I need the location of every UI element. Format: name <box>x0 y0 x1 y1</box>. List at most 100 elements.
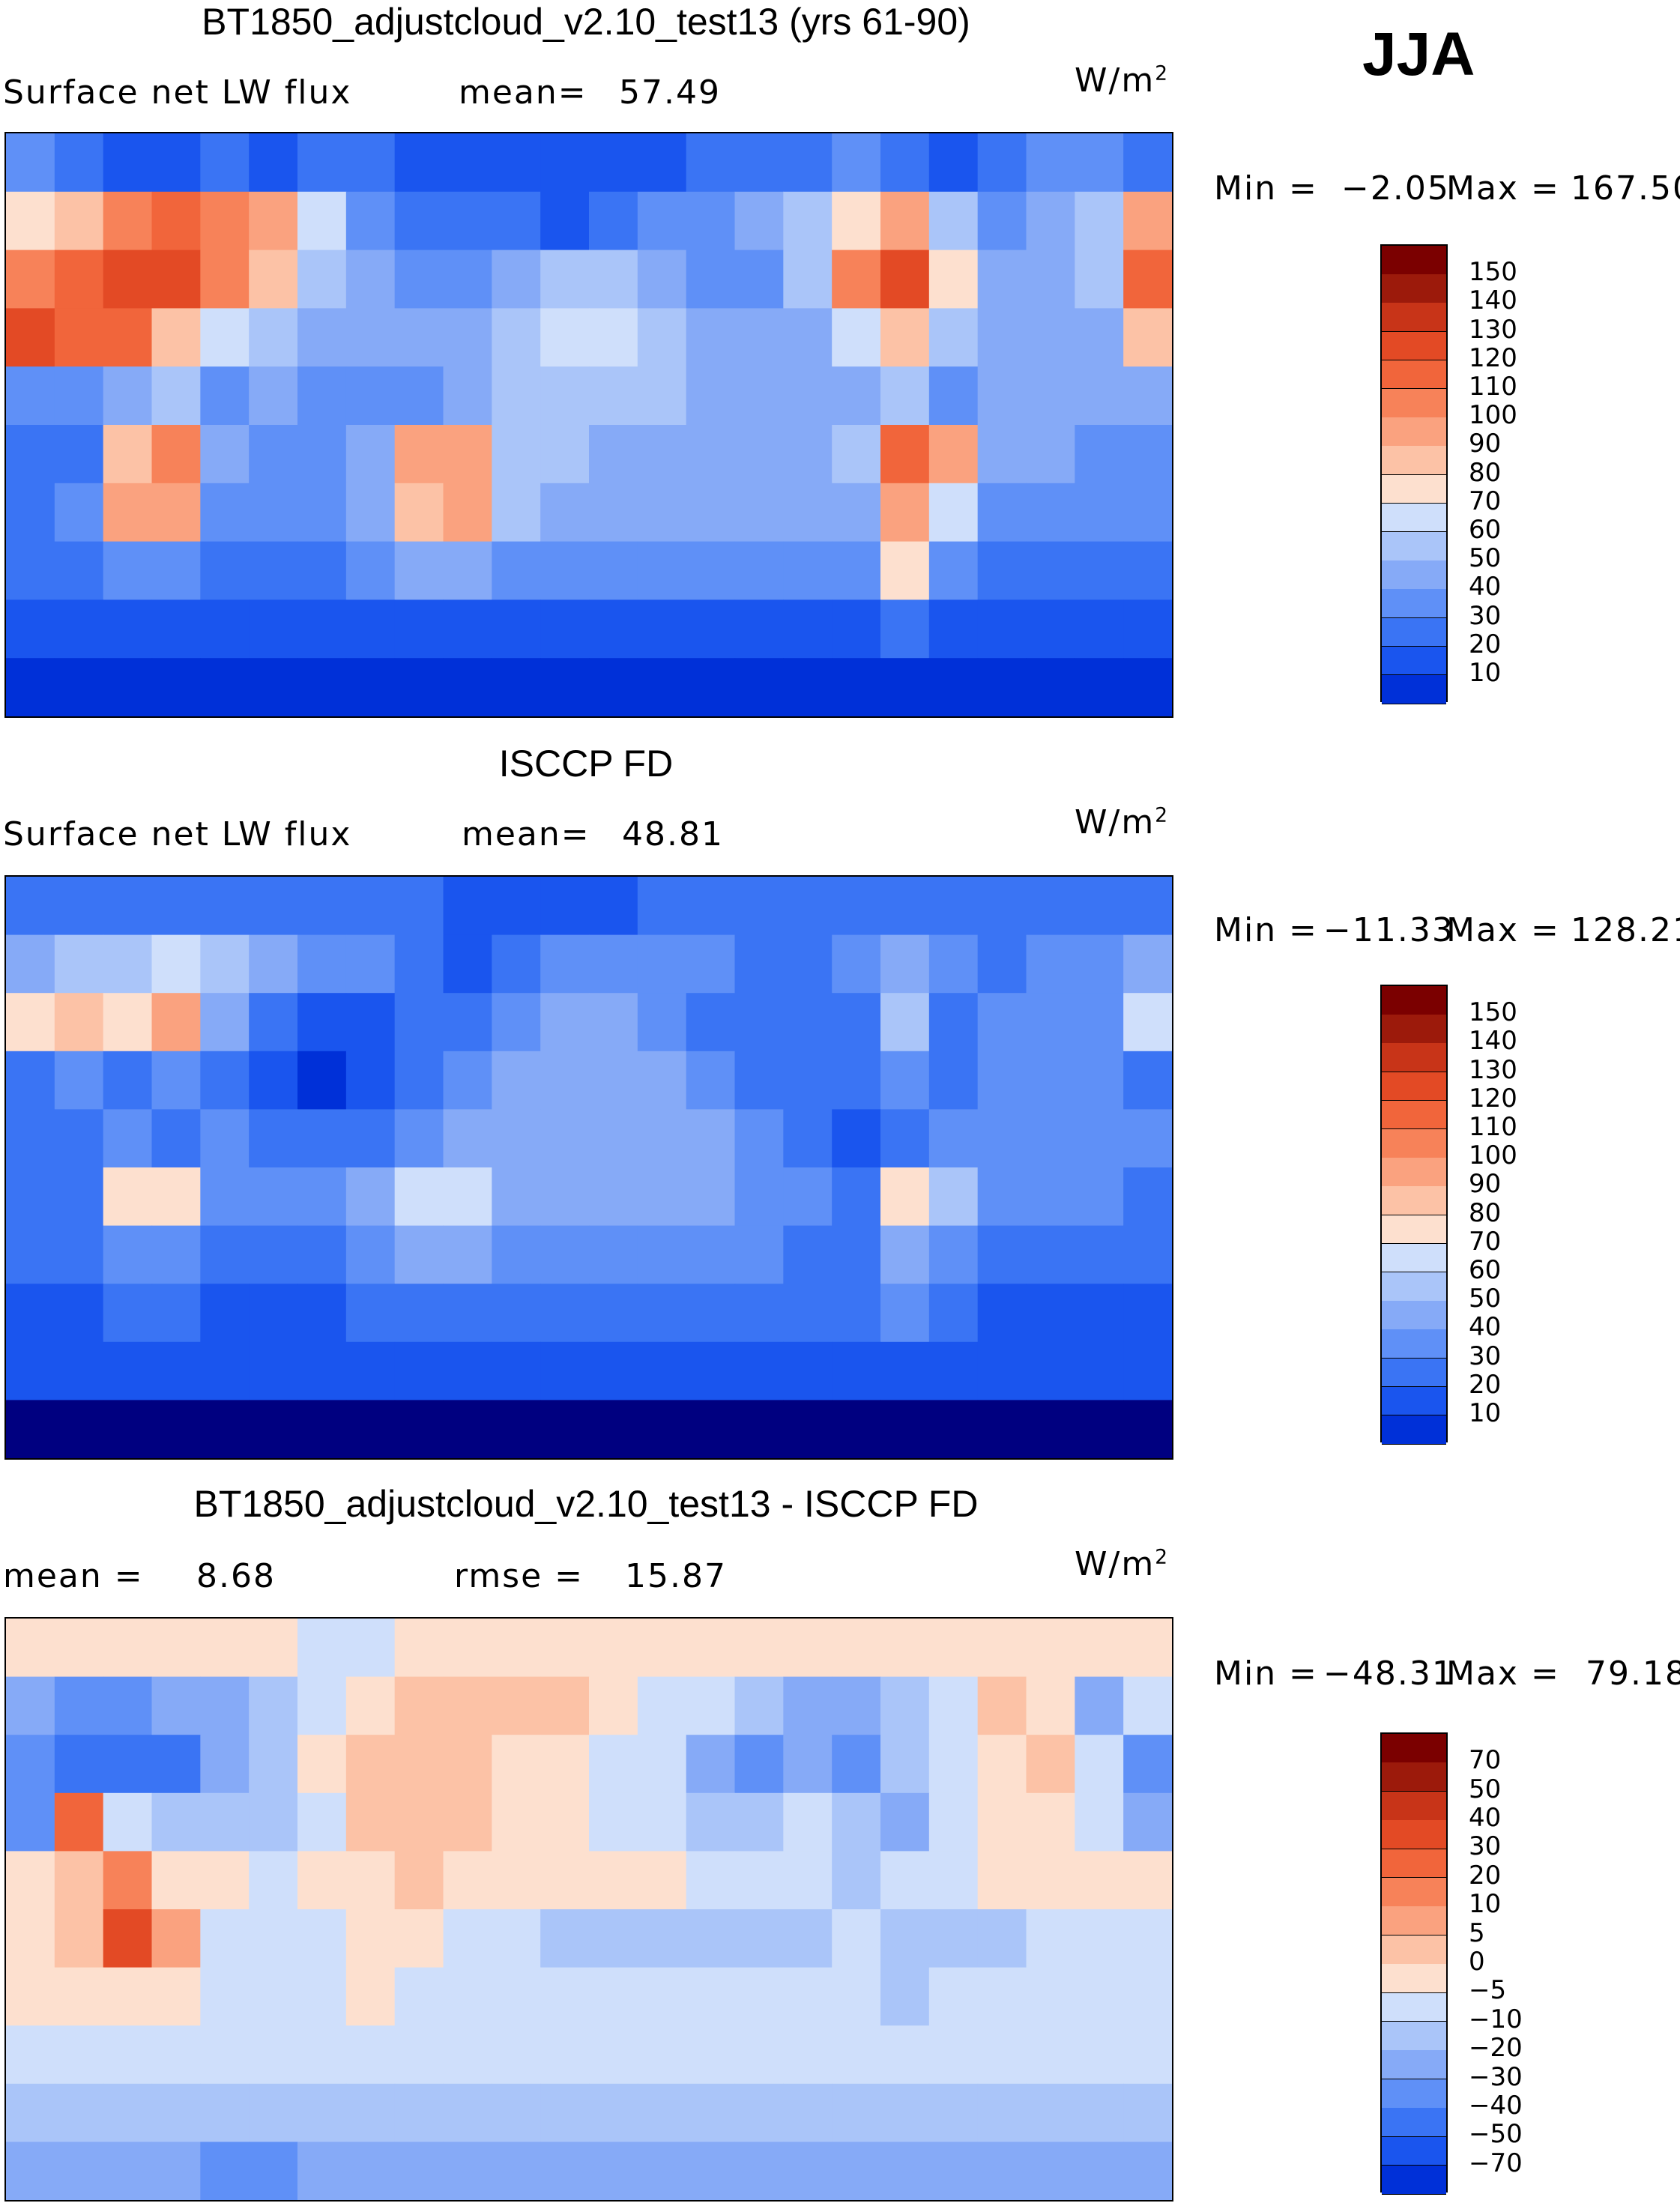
heatmap-cell <box>734 366 784 426</box>
heatmap-cell <box>443 1400 492 1458</box>
heatmap-cell <box>492 934 541 994</box>
heatmap-cell <box>249 250 298 309</box>
heatmap-cell <box>832 1167 881 1227</box>
heatmap-cell <box>394 1109 444 1168</box>
heatmap-cell <box>297 1619 347 1678</box>
colorbar-swatch <box>1382 389 1446 418</box>
heatmap-cell <box>637 1341 687 1400</box>
heatmap-cell <box>151 877 201 936</box>
colorbar-swatch <box>1382 1791 1446 1821</box>
colorbar-swatch <box>1382 1358 1446 1388</box>
heatmap-cell <box>54 483 104 543</box>
heatmap-cell <box>492 308 541 367</box>
heatmap-cell <box>249 1109 298 1168</box>
heatmap-cell <box>928 1851 979 1910</box>
heatmap-cell <box>734 1909 784 1968</box>
heatmap-cell <box>1123 1851 1172 1910</box>
heatmap-cell <box>297 2083 347 2142</box>
heatmap-cell <box>686 2083 736 2142</box>
heatmap-cell <box>6 1851 55 1910</box>
heatmap-cell <box>637 1676 687 1735</box>
heatmap-cell <box>103 2083 153 2142</box>
heatmap-cell <box>54 250 104 309</box>
heatmap-cell <box>734 1967 784 2026</box>
heatmap-cell <box>686 191 736 251</box>
heatmap-cell <box>1026 191 1075 251</box>
heatmap-cell <box>443 1909 492 1968</box>
heatmap-cell <box>589 599 638 659</box>
heatmap-cell <box>880 2142 930 2200</box>
heatmap-cell <box>540 1676 590 1735</box>
heatmap-cell <box>686 1909 736 1968</box>
heatmap-cell <box>249 1051 298 1110</box>
colorbar-swatch <box>1382 617 1446 647</box>
heatmap-cell <box>540 1109 590 1168</box>
colorbar-tick-label: 20 <box>1469 629 1502 659</box>
heatmap-cell <box>1026 1792 1075 1852</box>
obs-colorbar-frame <box>1380 985 1448 1445</box>
heatmap-cell <box>151 425 201 484</box>
heatmap-cell <box>540 1619 590 1678</box>
colorbar-tick-label: 20 <box>1469 1369 1502 1400</box>
heatmap-cell <box>200 1051 250 1110</box>
panel-diff-units: W/m2 <box>1075 1545 1169 1583</box>
colorbar-swatch <box>1382 1386 1446 1416</box>
heatmap-cell <box>1026 541 1075 600</box>
heatmap-cell <box>54 308 104 367</box>
heatmap-cell <box>734 541 784 600</box>
panel-model-map <box>4 132 1173 718</box>
heatmap-cell <box>1123 993 1172 1052</box>
heatmap-cell <box>200 1167 250 1227</box>
heatmap-cell <box>54 2142 104 2200</box>
heatmap-cell <box>880 366 930 426</box>
heatmap-cell <box>783 1109 833 1168</box>
heatmap-cell <box>151 1792 201 1852</box>
heatmap-cell <box>540 425 590 484</box>
heatmap-cell <box>492 2083 541 2142</box>
panel-obs-max-value: 128.21 <box>1571 911 1680 949</box>
heatmap-cell <box>1075 1676 1124 1735</box>
heatmap-cell <box>880 1792 930 1852</box>
heatmap-cell <box>345 2142 396 2200</box>
heatmap-cell <box>1075 2025 1124 2085</box>
heatmap-cell <box>977 2083 1027 2142</box>
heatmap-cell <box>345 250 396 309</box>
heatmap-cell <box>880 2025 930 2085</box>
panel-obs-mean-label: mean= <box>462 815 590 853</box>
heatmap-cell <box>1123 1400 1172 1458</box>
colorbar-tick-label: 50 <box>1469 1284 1502 1314</box>
heatmap-cell <box>637 133 687 193</box>
heatmap-cell <box>1123 483 1172 543</box>
heatmap-cell <box>540 1284 590 1343</box>
heatmap-cell <box>686 541 736 600</box>
colorbar-swatch <box>1382 331 1446 361</box>
heatmap-cell <box>200 1792 250 1852</box>
colorbar-swatch <box>1382 532 1446 561</box>
heatmap-cell <box>492 1851 541 1910</box>
heatmap-cell <box>977 133 1027 193</box>
colorbar-tick-label: −40 <box>1469 2091 1523 2121</box>
heatmap-cell <box>880 658 930 716</box>
heatmap-cell <box>492 2025 541 2085</box>
heatmap-cell <box>589 993 638 1052</box>
heatmap-cell <box>443 1792 492 1852</box>
heatmap-cell <box>249 1735 298 1794</box>
heatmap-cell <box>54 366 104 426</box>
heatmap-cell <box>443 1967 492 2026</box>
heatmap-cell <box>6 1619 55 1678</box>
heatmap-cell <box>832 1676 881 1735</box>
heatmap-cell <box>345 1619 396 1678</box>
heatmap-cell <box>54 1851 104 1910</box>
heatmap-cell <box>783 1167 833 1227</box>
colorbar-swatch <box>1382 2166 1446 2195</box>
heatmap-cell <box>540 1967 590 2026</box>
heatmap-cell <box>394 366 444 426</box>
heatmap-cell <box>783 250 833 309</box>
heatmap-cell <box>345 308 396 367</box>
heatmap-cell <box>6 1735 55 1794</box>
heatmap-cell <box>1026 2083 1075 2142</box>
heatmap-cell <box>1123 308 1172 367</box>
colorbar-tick-label: 5 <box>1469 1918 1485 1948</box>
heatmap-cell <box>783 308 833 367</box>
heatmap-cell <box>880 993 930 1052</box>
